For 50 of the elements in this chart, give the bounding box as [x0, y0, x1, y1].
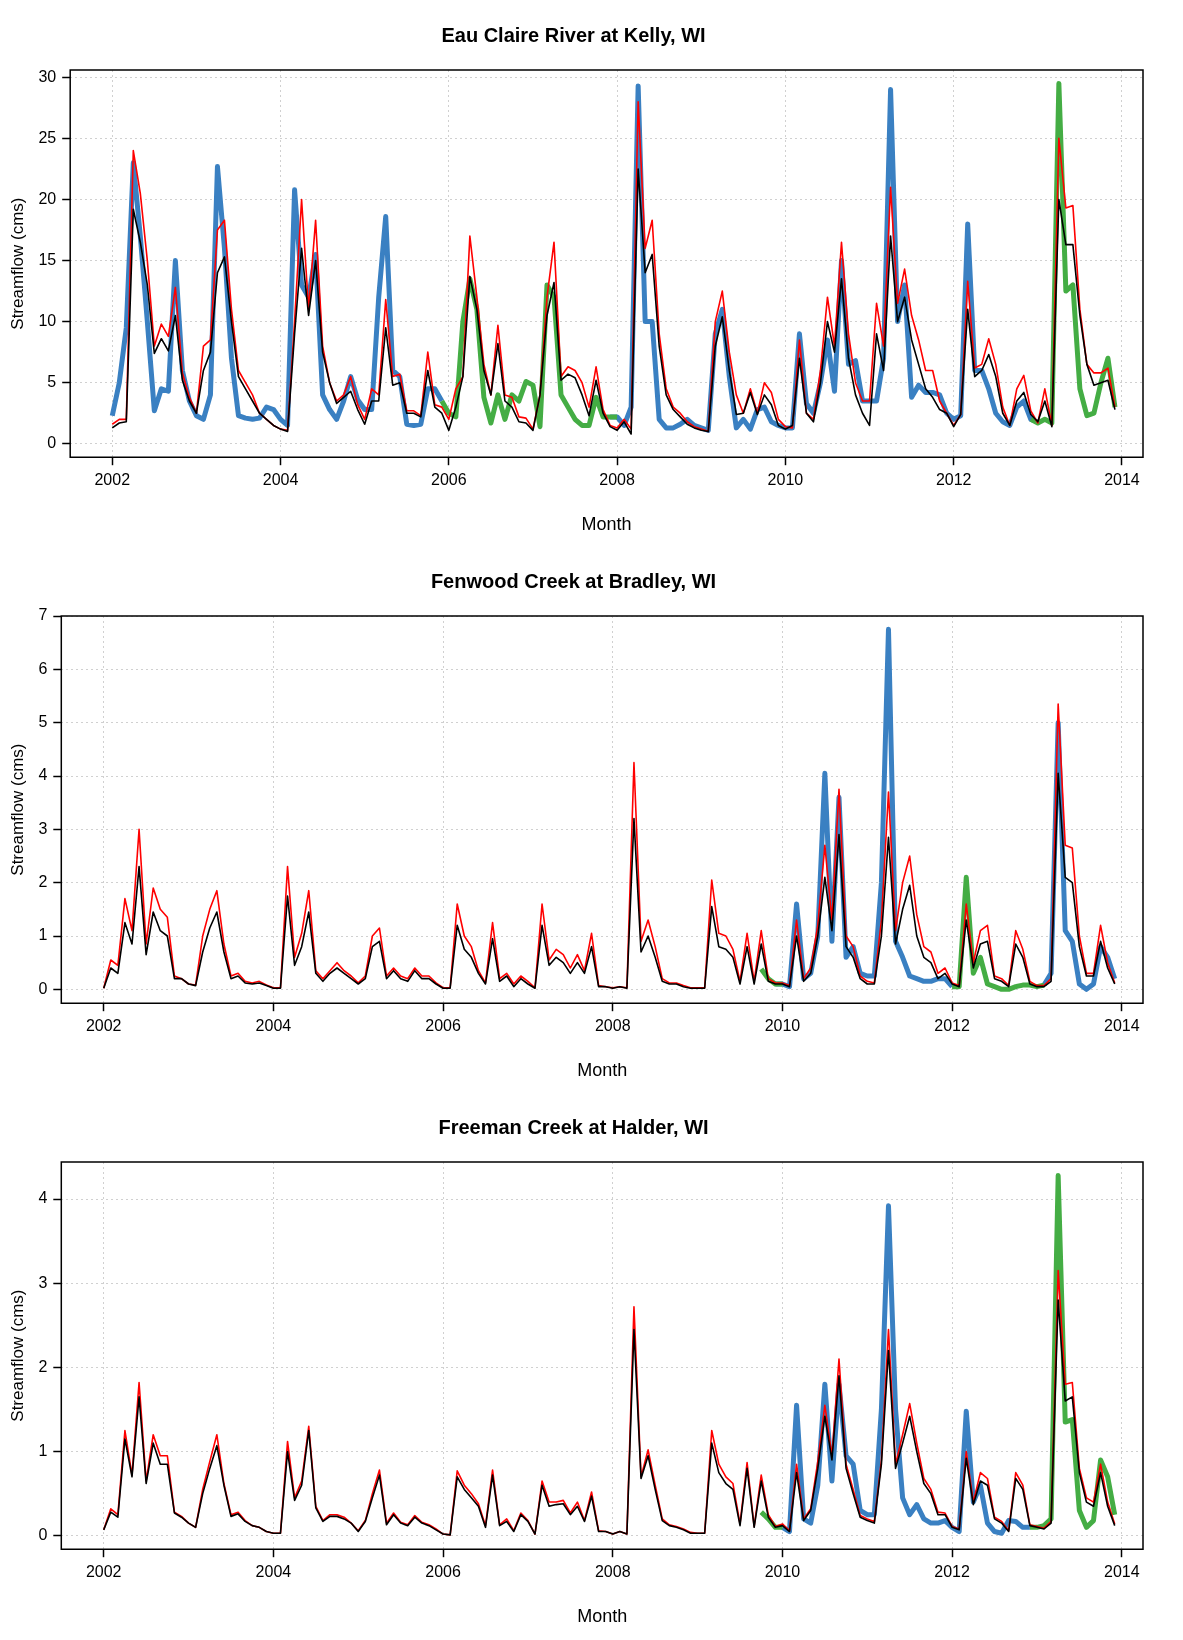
y-tick-label: 25: [38, 128, 57, 146]
x-tick-label: 2006: [425, 1017, 461, 1035]
y-tick-label: 0: [38, 979, 48, 997]
x-tick-label: 2012: [934, 1017, 971, 1035]
chart-title: Freeman Creek at Halder, WI: [438, 1115, 709, 1138]
x-tick-label: 2014: [1104, 471, 1140, 489]
y-tick-label: 5: [47, 373, 57, 391]
y-tick-label: 15: [38, 250, 57, 268]
x-axis-title: Month: [577, 1060, 628, 1081]
y-tick-label: 1: [38, 926, 48, 944]
y-tick-label: 1: [38, 1441, 48, 1459]
y-tick-label: 2: [38, 1357, 48, 1375]
x-tick-label: 2010: [767, 471, 804, 489]
y-tick-label: 4: [38, 1189, 48, 1207]
x-axis-title: Month: [581, 514, 632, 535]
y-tick-label: 4: [38, 766, 48, 784]
chart-title: Eau Claire River at Kelly, WI: [441, 23, 706, 46]
x-tick-label: 2014: [1103, 1017, 1140, 1035]
y-tick-label: 3: [38, 819, 48, 837]
y-tick-label: 10: [38, 312, 57, 330]
y-axis-title: Streamflow (cms): [7, 743, 27, 876]
y-tick-label: 0: [38, 1526, 48, 1544]
x-tick-label: 2010: [764, 1017, 801, 1035]
x-tick-label: 2012: [935, 471, 972, 489]
x-tick-label: 2014: [1103, 1563, 1140, 1581]
y-tick-label: 6: [38, 659, 48, 677]
x-tick-label: 2006: [431, 471, 467, 489]
y-axis-title: Streamflow (cms): [7, 197, 27, 330]
x-tick-label: 2010: [764, 1563, 801, 1581]
x-tick-label: 2004: [262, 471, 299, 489]
x-tick-label: 2002: [94, 471, 131, 489]
x-tick-label: 2008: [594, 1017, 631, 1035]
x-tick-label: 2008: [599, 471, 636, 489]
x-tick-label: 2008: [594, 1563, 631, 1581]
x-tick-label: 2012: [934, 1563, 971, 1581]
x-axis-title: Month: [577, 1606, 628, 1627]
y-tick-label: 30: [38, 67, 57, 85]
y-tick-label: 20: [38, 189, 57, 207]
x-tick-label: 2006: [425, 1563, 461, 1581]
x-tick-label: 2002: [85, 1017, 122, 1035]
x-tick-label: 2004: [255, 1017, 292, 1035]
x-tick-label: 2002: [85, 1563, 122, 1581]
y-tick-label: 5: [38, 713, 48, 731]
y-tick-label: 7: [38, 606, 48, 624]
x-tick-label: 2004: [255, 1563, 292, 1581]
y-tick-label: 0: [47, 434, 57, 452]
y-axis-title: Streamflow (cms): [7, 1289, 27, 1422]
chart-title: Fenwood Creek at Bradley, WI: [430, 569, 717, 592]
y-tick-label: 3: [38, 1273, 48, 1291]
y-tick-label: 2: [38, 873, 48, 891]
